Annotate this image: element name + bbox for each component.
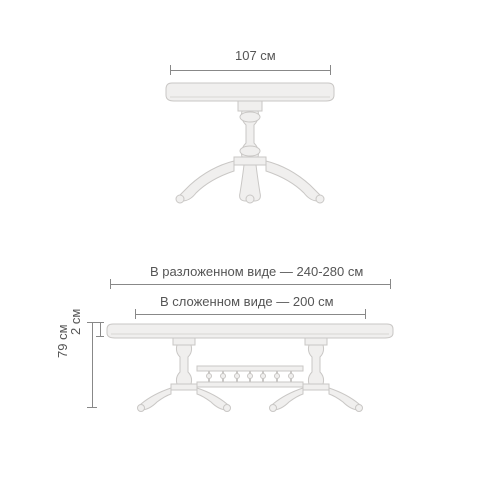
thickness-line xyxy=(100,322,101,336)
extended-tick-right xyxy=(390,279,391,289)
thickness-label: 2 см xyxy=(68,309,83,335)
thickness-tick-top xyxy=(96,322,104,323)
folded-tick-right xyxy=(365,309,366,319)
diagram-container: { "colors": { "background": "#ffffff", "… xyxy=(0,0,500,500)
table-end-view xyxy=(160,75,340,205)
folded-tick-left xyxy=(135,309,136,319)
top-width-tick-left xyxy=(170,65,171,75)
extended-tick-left xyxy=(110,279,111,289)
folded-label: В сложенном виде — 200 см xyxy=(160,294,334,309)
top-width-tick-right xyxy=(330,65,331,75)
table-side-view xyxy=(105,320,395,415)
height-line xyxy=(92,322,93,407)
height-tick-bottom xyxy=(87,407,97,408)
thickness-tick-bottom xyxy=(96,336,104,337)
folded-line xyxy=(135,314,365,315)
top-width-label: 107 см xyxy=(235,48,276,63)
extended-line xyxy=(110,284,390,285)
extended-label: В разложенном виде — 240-280 см xyxy=(150,264,363,279)
top-width-line xyxy=(170,70,330,71)
